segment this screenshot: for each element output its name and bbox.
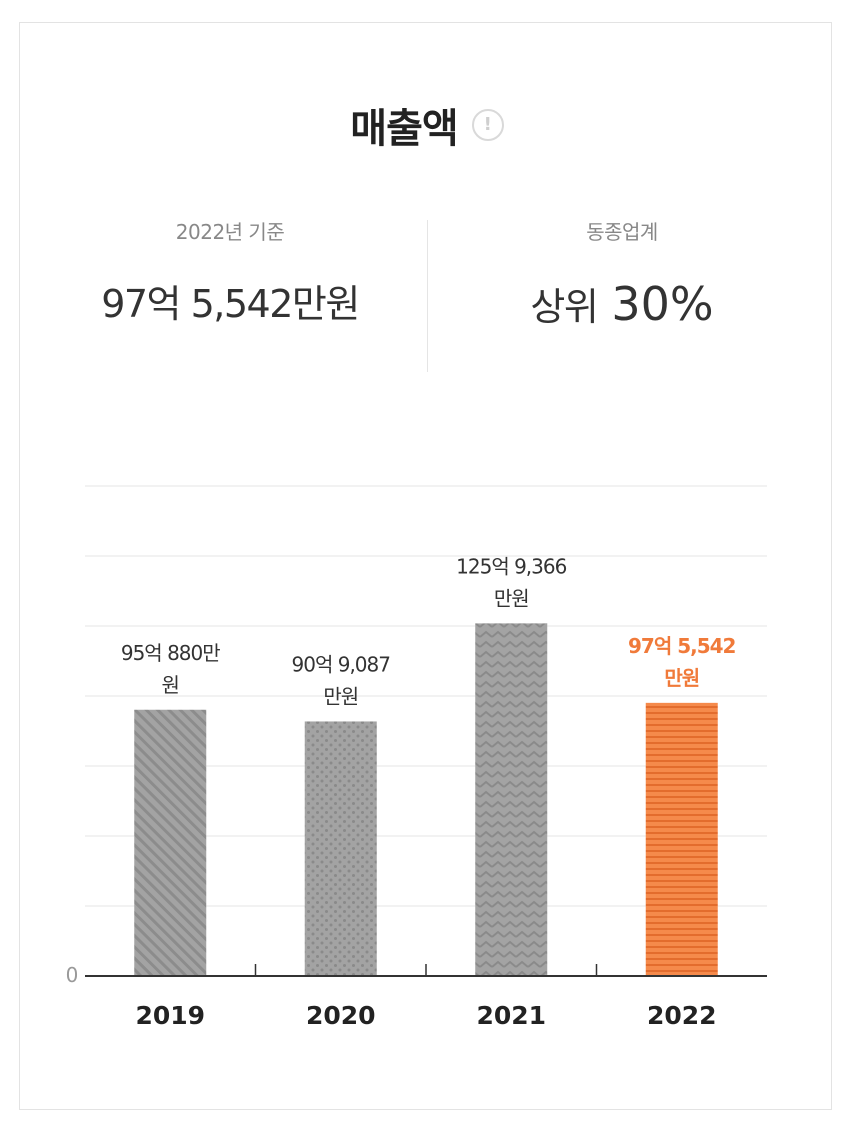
base-year-stat: 2022년 기준 97억 5,542만원	[30, 214, 430, 326]
data-label: 95억 880만	[121, 641, 220, 665]
x-tick-label: 2021	[476, 1001, 546, 1030]
data-label: 만원	[494, 586, 529, 610]
industry-rank-value: 30%	[611, 277, 714, 331]
data-label: 90억 9,087	[292, 652, 391, 676]
data-label: 원	[162, 673, 179, 697]
base-year-label: 2022년 기준	[175, 220, 285, 244]
info-icon[interactable]: !	[471, 109, 504, 141]
bar-2022	[645, 702, 718, 976]
industry-label: 동종업계	[586, 220, 658, 244]
bar-2020	[304, 721, 377, 976]
data-label: 만원	[664, 666, 699, 690]
data-label: 97억 5,542	[628, 634, 736, 658]
chart-axis: 0	[66, 963, 767, 987]
y-tick-label: 0	[66, 963, 79, 987]
bar-2021	[475, 623, 548, 976]
stats-divider	[427, 220, 428, 372]
page-title: 매출액	[350, 106, 458, 152]
x-tick-label: 2020	[306, 1001, 376, 1030]
industry-rank-prefix: 상위	[530, 285, 598, 329]
data-label: 125억 9,366	[456, 554, 566, 578]
base-year-value: 97억 5,542만원	[101, 282, 360, 326]
title-row: 매출액!	[0, 96, 854, 156]
data-label: 만원	[323, 684, 358, 708]
x-tick-label: 2019	[135, 1001, 205, 1030]
industry-rank: 상위 30%	[422, 281, 822, 329]
chart-bars	[134, 623, 718, 976]
bar-2019	[134, 709, 207, 976]
industry-stat: 동종업계 상위 30%	[422, 214, 822, 329]
x-tick-label: 2022	[647, 1001, 717, 1030]
